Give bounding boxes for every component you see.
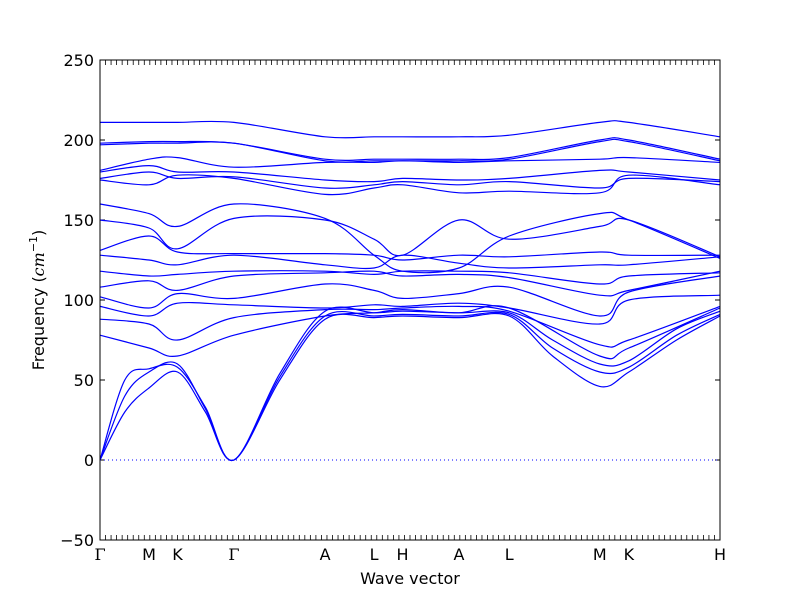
y-axis-unit-exponent: −1 [27,236,40,252]
x-tick-label: K [172,545,183,564]
dispersion-branch [99,203,721,274]
y-axis-unit: cm [29,252,48,276]
dispersion-branches [99,120,721,461]
y-tick-label: 250 [63,51,94,70]
x-tick-label: A [454,545,465,564]
dispersion-branch [99,270,721,297]
x-tick-label: H [714,545,726,564]
dispersion-branch [100,120,721,139]
y-axis-label: Frequency (cm−1) [27,230,48,371]
x-tick-label: L [505,545,514,564]
x-tick-label: L [370,545,379,564]
dispersion-branch [99,305,721,360]
dispersion-branch [99,164,721,183]
y-tick-label: 150 [63,211,94,230]
dispersion-branch [99,235,721,261]
dispersion-branch [99,174,721,196]
dispersion-branch [99,171,721,189]
x-tick-label: Γ [228,545,239,564]
y-tick-label: 50 [74,371,94,390]
y-tick-label: −50 [60,531,94,550]
y-tick-label: 200 [63,131,94,150]
x-tick-label: H [397,545,409,564]
dispersion-branch [99,311,721,461]
dispersion-branch [99,270,721,285]
dispersion-branch [99,294,721,325]
dispersion-branch [99,275,721,317]
x-tick-label: Γ [94,545,105,564]
dispersion-branch [99,306,721,461]
dispersion-branch [99,215,721,258]
dispersion-branch [99,137,721,161]
x-tick-label: K [624,545,635,564]
x-tick-label: M [142,545,156,564]
x-tick-label: M [593,545,607,564]
dispersion-branch [99,305,721,348]
y-tick-label: 0 [84,451,94,470]
dispersion-branch [99,312,721,461]
y-axis-label-text: Frequency ( [29,276,48,370]
y-axis-label-close: ) [29,230,48,236]
y-tick-label: 100 [63,291,94,310]
dispersion-branch [99,138,721,163]
plot-frame [99,59,721,541]
y-axis-ticks: −50 0 50 100 150 200 250 [60,51,720,550]
x-tick-label: A [320,545,331,564]
x-axis-label: Wave vector [360,569,460,588]
